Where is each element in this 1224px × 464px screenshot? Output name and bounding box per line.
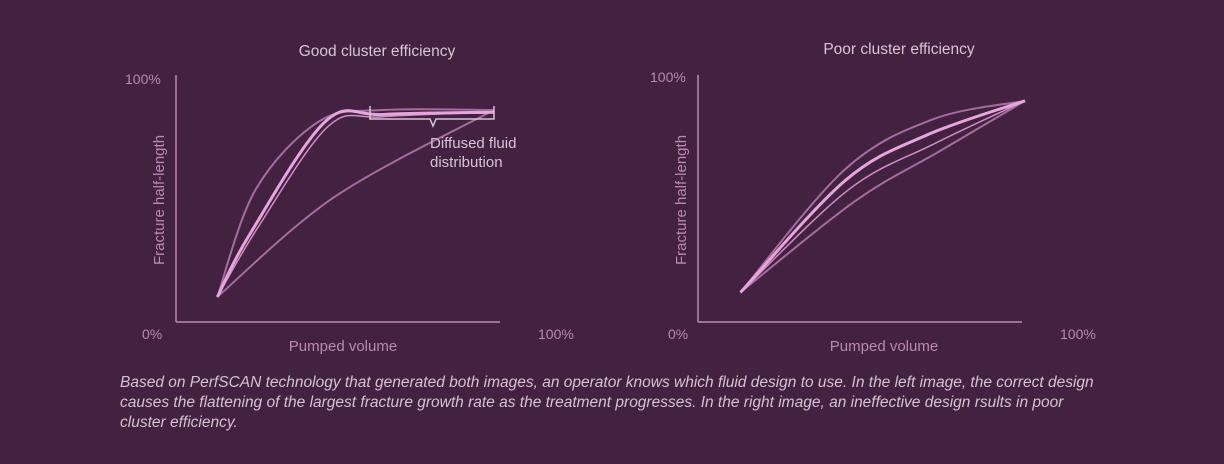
annotation-text: Diffused fluid distribution: [430, 135, 521, 171]
series-median: [739, 99, 1026, 294]
series-lower-envelope: [739, 99, 1026, 294]
y-tick-top: 100%: [650, 69, 686, 85]
x-tick-right: 100%: [538, 326, 574, 342]
x-tick-right: 100%: [1060, 326, 1096, 342]
chart-title: Good cluster efficiency: [299, 43, 456, 60]
y-tick-top: 100%: [125, 71, 161, 87]
x-axis-label: Pumped volume: [830, 338, 938, 355]
annotation-line-2: distribution: [430, 154, 503, 171]
annotation-bracket: [369, 106, 495, 128]
caption: Based on PerfSCAN technology that genera…: [120, 374, 1094, 431]
chart-title: Poor cluster efficiency: [823, 41, 975, 58]
annotation-line-1: Diffused fluid: [430, 135, 516, 152]
origin-tick: 0%: [668, 326, 688, 342]
curves: [216, 108, 495, 298]
series-upper-envelope: [216, 108, 495, 298]
y-axis-label: Fracture half-length: [673, 135, 690, 265]
origin-tick: 0%: [142, 326, 162, 342]
series-upper-envelope: [739, 99, 1026, 294]
y-axis-label: Fracture half-length: [151, 135, 168, 265]
series-lower-envelope: [216, 109, 495, 298]
chart-poor-efficiency: Poor cluster efficiency 100% 0% 100% Pum…: [650, 41, 1096, 355]
curves: [739, 99, 1026, 294]
series-median: [216, 109, 495, 298]
x-axis-label: Pumped volume: [289, 338, 397, 355]
series-inner: [739, 100, 1026, 293]
chart-good-efficiency: Good cluster efficiency 100% 0% 100% Pum…: [125, 43, 574, 355]
